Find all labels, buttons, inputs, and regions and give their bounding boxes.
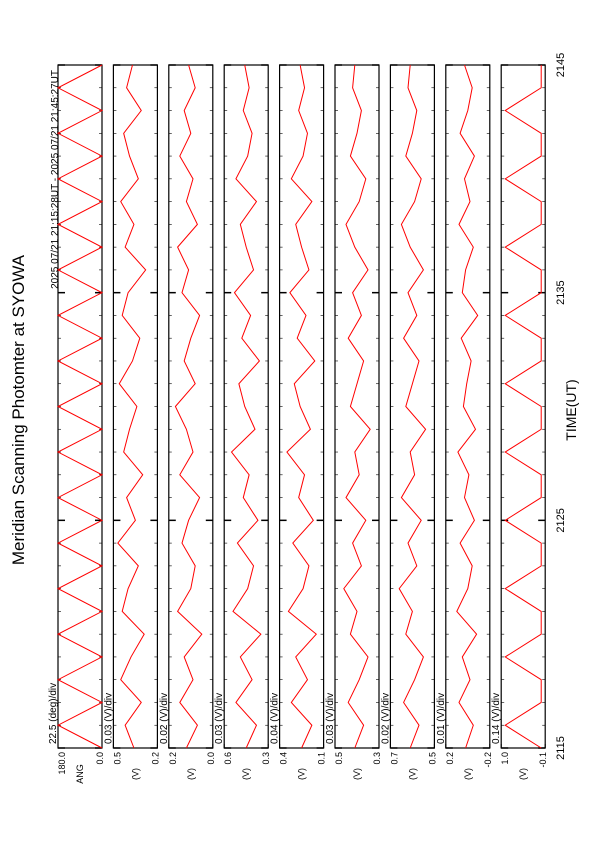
- data-line: [174, 64, 203, 749]
- panel-scale: 22.5 (deg)/div: [48, 683, 59, 744]
- panel-scale: 0.02 (V)/div: [159, 693, 170, 744]
- y-tick-label: 0.0: [206, 752, 216, 765]
- data-line: [398, 64, 427, 749]
- panel-label: (V): [407, 768, 417, 780]
- data-line: [56, 64, 104, 749]
- data-line: [286, 64, 317, 749]
- panel-label: (V): [463, 768, 473, 780]
- subtitle: 2025 07/21 21:15:28UT - 2025 07/21 21:45…: [50, 70, 61, 289]
- panel-frame: [445, 64, 491, 749]
- data-line: [117, 64, 147, 749]
- data-line: [504, 65, 542, 749]
- x-tick-label: 2115: [555, 736, 567, 760]
- y-tick-label: 0.3: [261, 752, 271, 765]
- data-line: [230, 64, 262, 749]
- panel-label: (V): [130, 768, 140, 780]
- y-tick-label: 0.6: [223, 752, 233, 765]
- y-tick-label: 1.0: [500, 752, 510, 765]
- x-tick-label: 2145: [555, 53, 567, 77]
- panel-scale: 0.03 (V)/div: [325, 693, 336, 744]
- panel-label: (V): [241, 768, 251, 780]
- panel-frame: [223, 64, 269, 749]
- y-tick-label: 0.2: [445, 752, 455, 765]
- chart-title: Meridian Scanning Photomter at SYOWA: [9, 254, 28, 565]
- panel-frame: [112, 64, 159, 749]
- panel-frame: [334, 64, 380, 749]
- x-tick-label: 2135: [555, 280, 567, 304]
- panel-scale: 0.04 (V)/div: [270, 693, 281, 744]
- y-tick-label: 0.1: [317, 752, 327, 765]
- y-tick-label: 0.2: [150, 752, 160, 765]
- panel-label: (V): [518, 768, 528, 780]
- y-tick-label: 0.4: [279, 752, 289, 765]
- y-tick-label: 0.2: [168, 752, 178, 765]
- y-tick-label: 0.5: [112, 752, 122, 765]
- panel-scale: 0.02 (V)/div: [380, 693, 391, 744]
- panel-label: (V): [352, 768, 362, 780]
- x-axis-label: TIME(UT): [563, 379, 579, 440]
- y-tick-label: 0.5: [427, 752, 437, 765]
- panel-scale: 0.03 (V)/div: [103, 693, 114, 744]
- x-tick-label: 2125: [555, 508, 567, 532]
- panel-label: (V): [186, 768, 196, 780]
- data-line: [343, 64, 371, 749]
- y-tick-label: -0.2: [483, 752, 493, 768]
- data-line: [456, 64, 479, 749]
- panel-frame: [389, 64, 435, 749]
- panel-frame: [279, 64, 325, 749]
- y-tick-label: 0.3: [372, 752, 382, 765]
- y-tick-label: 180.0: [57, 752, 67, 775]
- panel-label: ANG: [75, 764, 85, 784]
- y-tick-label: 0.0: [95, 752, 105, 765]
- panel-scale: 0.14 (V)/div: [491, 693, 502, 744]
- y-tick-label: -0.1: [538, 752, 548, 768]
- panel-scale: 0.01 (V)/div: [436, 693, 447, 744]
- y-tick-label: 0.5: [334, 752, 344, 765]
- y-tick-label: 0.7: [389, 752, 399, 765]
- panel-scale: 0.03 (V)/div: [214, 693, 225, 744]
- panel-label: (V): [297, 768, 307, 780]
